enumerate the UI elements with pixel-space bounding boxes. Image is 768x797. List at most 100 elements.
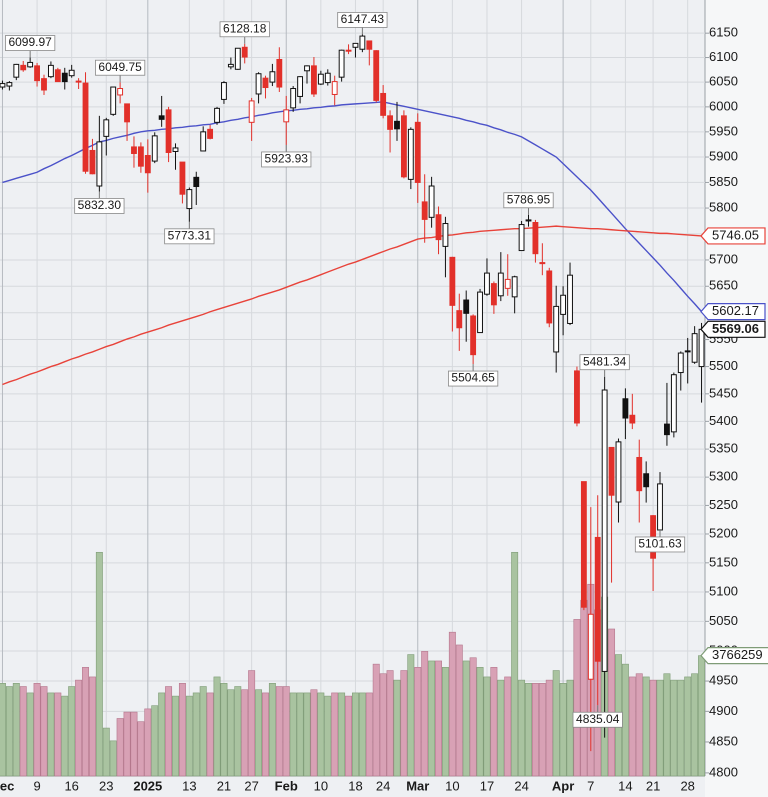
candle-body xyxy=(352,42,359,48)
volume-bar xyxy=(116,718,124,777)
volume-bar xyxy=(199,686,207,777)
volume-bar xyxy=(151,705,159,777)
candle-body xyxy=(255,73,262,95)
x-tick-label: 17 xyxy=(480,778,494,793)
candle-body xyxy=(96,141,103,187)
candle-body xyxy=(262,77,269,89)
y-tick-label: 5800 xyxy=(709,199,738,214)
candle-body xyxy=(525,219,532,222)
label-box xyxy=(448,370,499,387)
candle-body xyxy=(560,294,567,315)
extreme-label: 5101.63 xyxy=(638,537,682,551)
y-tick-label: 5350 xyxy=(709,441,738,456)
volume-bar xyxy=(677,679,685,777)
volume-bar xyxy=(165,686,173,777)
candle-body xyxy=(137,146,144,167)
candle-body xyxy=(13,63,20,78)
volume-bar xyxy=(289,692,297,777)
candle-body xyxy=(387,115,393,130)
volume-bar xyxy=(504,676,512,777)
candle-body xyxy=(539,262,546,265)
candle-body xyxy=(241,46,248,58)
candle-body xyxy=(608,446,615,496)
candle-body xyxy=(317,73,324,85)
volume-bar xyxy=(628,676,636,777)
candle-body xyxy=(283,109,290,123)
volume-bar xyxy=(462,660,470,777)
y-tick-label: 5450 xyxy=(709,385,738,400)
candle-body xyxy=(449,256,456,306)
candle-body xyxy=(428,185,435,218)
label-box xyxy=(572,711,623,728)
label-box xyxy=(579,354,630,371)
candle-body xyxy=(110,86,117,115)
candle-body xyxy=(587,613,594,680)
extreme-label: 5832.30 xyxy=(78,198,122,212)
x-tick-label: 27 xyxy=(244,778,258,793)
y-tick-label: 5900 xyxy=(709,148,738,163)
candle-body xyxy=(27,61,34,68)
label-box xyxy=(634,536,686,553)
candle-body xyxy=(615,441,622,503)
candle-body xyxy=(518,224,525,252)
volume-bar xyxy=(400,670,408,777)
label-box xyxy=(337,12,388,28)
y-tick-label: 5100 xyxy=(709,583,738,598)
volume-bar xyxy=(102,727,110,777)
candle-body xyxy=(221,82,227,100)
volume-bar xyxy=(511,551,519,777)
volume-bar xyxy=(393,679,401,777)
candle-body xyxy=(172,147,179,152)
volume-bar xyxy=(580,599,588,777)
candle-body xyxy=(463,299,470,314)
value-tag-box xyxy=(700,227,766,245)
y-tick-label: 5250 xyxy=(709,497,738,512)
candle-body xyxy=(400,115,407,178)
candle-body xyxy=(380,92,387,116)
candle-body xyxy=(179,161,186,195)
candle-body xyxy=(567,274,573,324)
candle-body xyxy=(227,63,234,68)
volume-bar xyxy=(95,551,103,777)
candle-body xyxy=(698,328,705,368)
volume-bar xyxy=(552,670,560,777)
candle-body xyxy=(20,64,27,71)
volume-bar xyxy=(518,679,526,777)
extreme-label: 6128.18 xyxy=(223,21,267,35)
x-tick-label: 18 xyxy=(348,778,362,793)
volume-bar xyxy=(525,683,532,777)
y-tick-label: 5950 xyxy=(709,123,738,138)
candle-body xyxy=(373,50,380,101)
candle-body xyxy=(144,155,151,174)
candle-body xyxy=(234,47,241,70)
volume-bar xyxy=(178,683,186,777)
candle-body xyxy=(490,283,497,306)
candle-body xyxy=(470,315,477,356)
candle-body xyxy=(186,189,193,210)
y-tick-label: 6100 xyxy=(709,49,738,64)
volume-bar xyxy=(684,676,692,777)
volume-bar xyxy=(40,686,48,777)
volume-bar xyxy=(206,692,214,777)
volume-bar xyxy=(483,676,491,777)
y-tick-label: 4950 xyxy=(709,672,738,687)
x-tick-label: 21 xyxy=(217,778,231,793)
volume-bar xyxy=(663,673,671,777)
value-tag-box xyxy=(700,320,766,338)
volume-bar xyxy=(545,679,553,777)
y-tick-label: 5650 xyxy=(709,278,738,293)
label-box xyxy=(261,151,312,168)
volume-bar xyxy=(61,695,69,777)
x-tick-label: Apr xyxy=(552,778,574,793)
volume-bar xyxy=(172,695,179,777)
volume-bar xyxy=(137,721,145,777)
candle-body xyxy=(629,414,636,424)
y-tick-label: 4900 xyxy=(709,703,738,718)
candle-body xyxy=(103,119,110,137)
x-tick-label: 10 xyxy=(445,778,459,793)
y-tick-label: 5400 xyxy=(709,413,738,428)
extreme-label: 5786.95 xyxy=(507,192,551,206)
volume-bar xyxy=(386,670,394,777)
extreme-label: 6147.43 xyxy=(341,12,385,26)
